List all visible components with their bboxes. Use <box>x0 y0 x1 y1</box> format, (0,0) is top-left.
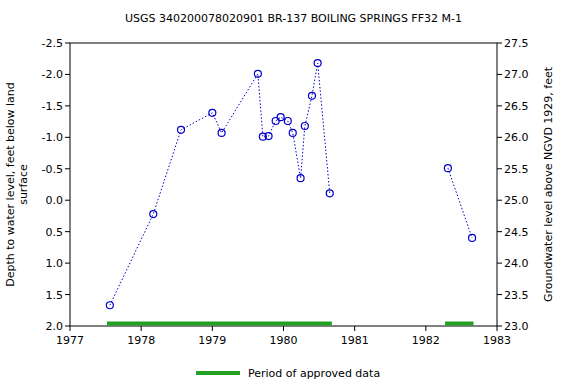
y-tick <box>65 74 70 75</box>
plot-frame <box>70 43 497 326</box>
y2-tick-label: 25.0 <box>504 194 529 207</box>
x-tick-label: 1978 <box>127 334 155 347</box>
y-tick-label: 1.0 <box>46 257 64 270</box>
title: USGS 340200078020901 BR-137 BOILING SPRI… <box>125 12 462 25</box>
y2-tick-label: 23.5 <box>504 289 529 302</box>
y2-tick-label: 26.0 <box>504 131 529 144</box>
x-tick <box>283 326 284 331</box>
data-point <box>444 165 451 172</box>
x-tick <box>354 326 355 331</box>
x-tick <box>70 326 71 331</box>
x-tick-label: 1979 <box>198 334 226 347</box>
legend-label: Period of approved data <box>248 367 380 380</box>
data-point <box>469 234 476 241</box>
y-tick-label: -2.5 <box>42 37 63 50</box>
y-axis-label: surface <box>17 164 30 205</box>
y2-tick <box>497 200 502 201</box>
y-tick-label: -1.0 <box>42 131 63 144</box>
y2-tick <box>497 326 502 327</box>
x-tick <box>212 326 213 331</box>
chart: USGS 340200078020901 BR-137 BOILING SPRI… <box>0 0 576 384</box>
y-tick-label: 1.5 <box>46 289 64 302</box>
y-tick <box>65 326 70 327</box>
data-point <box>106 302 113 309</box>
y2-tick-label: 25.5 <box>504 163 529 176</box>
data-point <box>254 70 261 77</box>
data-point <box>289 129 296 136</box>
data-point <box>326 190 333 197</box>
data-point <box>277 114 284 121</box>
y2-tick <box>497 74 502 75</box>
data-point <box>272 117 279 124</box>
data-point <box>265 133 272 140</box>
legend-swatch <box>196 371 240 375</box>
x-tick-label: 1982 <box>412 334 440 347</box>
y-tick-label: -1.5 <box>42 100 63 113</box>
x-tick-label: 1980 <box>270 334 298 347</box>
data-point <box>314 60 321 67</box>
y2-tick <box>497 137 502 138</box>
y-tick-label: 0.5 <box>46 226 64 239</box>
y2-tick <box>497 263 502 264</box>
data-point <box>284 117 291 124</box>
x-tick <box>425 326 426 331</box>
x-tick-label: 1981 <box>341 334 369 347</box>
data-point <box>178 126 185 133</box>
y-tick-label: 2.0 <box>46 320 64 333</box>
data-point <box>297 175 304 182</box>
y2-tick <box>497 231 502 232</box>
data-point <box>218 129 225 136</box>
y-tick <box>65 294 70 295</box>
approved-period <box>445 322 473 326</box>
y-tick <box>65 168 70 169</box>
y-tick-label: -0.5 <box>42 163 63 176</box>
data-line <box>110 63 472 305</box>
y2-tick <box>497 168 502 169</box>
y-tick <box>65 105 70 106</box>
data-point <box>301 123 308 130</box>
y-tick <box>65 231 70 232</box>
y-axis-label: Depth to water level, feet below land <box>4 82 17 287</box>
y-tick-label: 0.0 <box>46 194 64 207</box>
x-tick <box>141 326 142 331</box>
y2-tick-label: 24.5 <box>504 226 529 239</box>
plot-marks <box>106 60 475 324</box>
y-tick <box>65 263 70 264</box>
y-tick <box>65 137 70 138</box>
data-point <box>209 109 216 116</box>
y2-tick <box>497 294 502 295</box>
data-point <box>150 211 157 218</box>
x-tick-label: 1977 <box>56 334 84 347</box>
data-point <box>308 92 315 99</box>
y2-axis-label: Groundwater level above NGVD 1929, feet <box>542 66 555 302</box>
y2-tick <box>497 43 502 44</box>
y2-tick-label: 24.0 <box>504 257 529 270</box>
y-tick <box>65 43 70 44</box>
y2-tick <box>497 105 502 106</box>
approved-period <box>107 322 332 326</box>
y-tick <box>65 200 70 201</box>
y2-tick-label: 26.5 <box>504 100 529 113</box>
y-tick-label: -2.0 <box>42 68 63 81</box>
y2-tick-label: 23.0 <box>504 320 529 333</box>
y2-tick-label: 27.5 <box>504 37 529 50</box>
y2-tick-label: 27.0 <box>504 68 529 81</box>
x-tick <box>497 326 498 331</box>
x-tick-label: 1983 <box>483 334 511 347</box>
